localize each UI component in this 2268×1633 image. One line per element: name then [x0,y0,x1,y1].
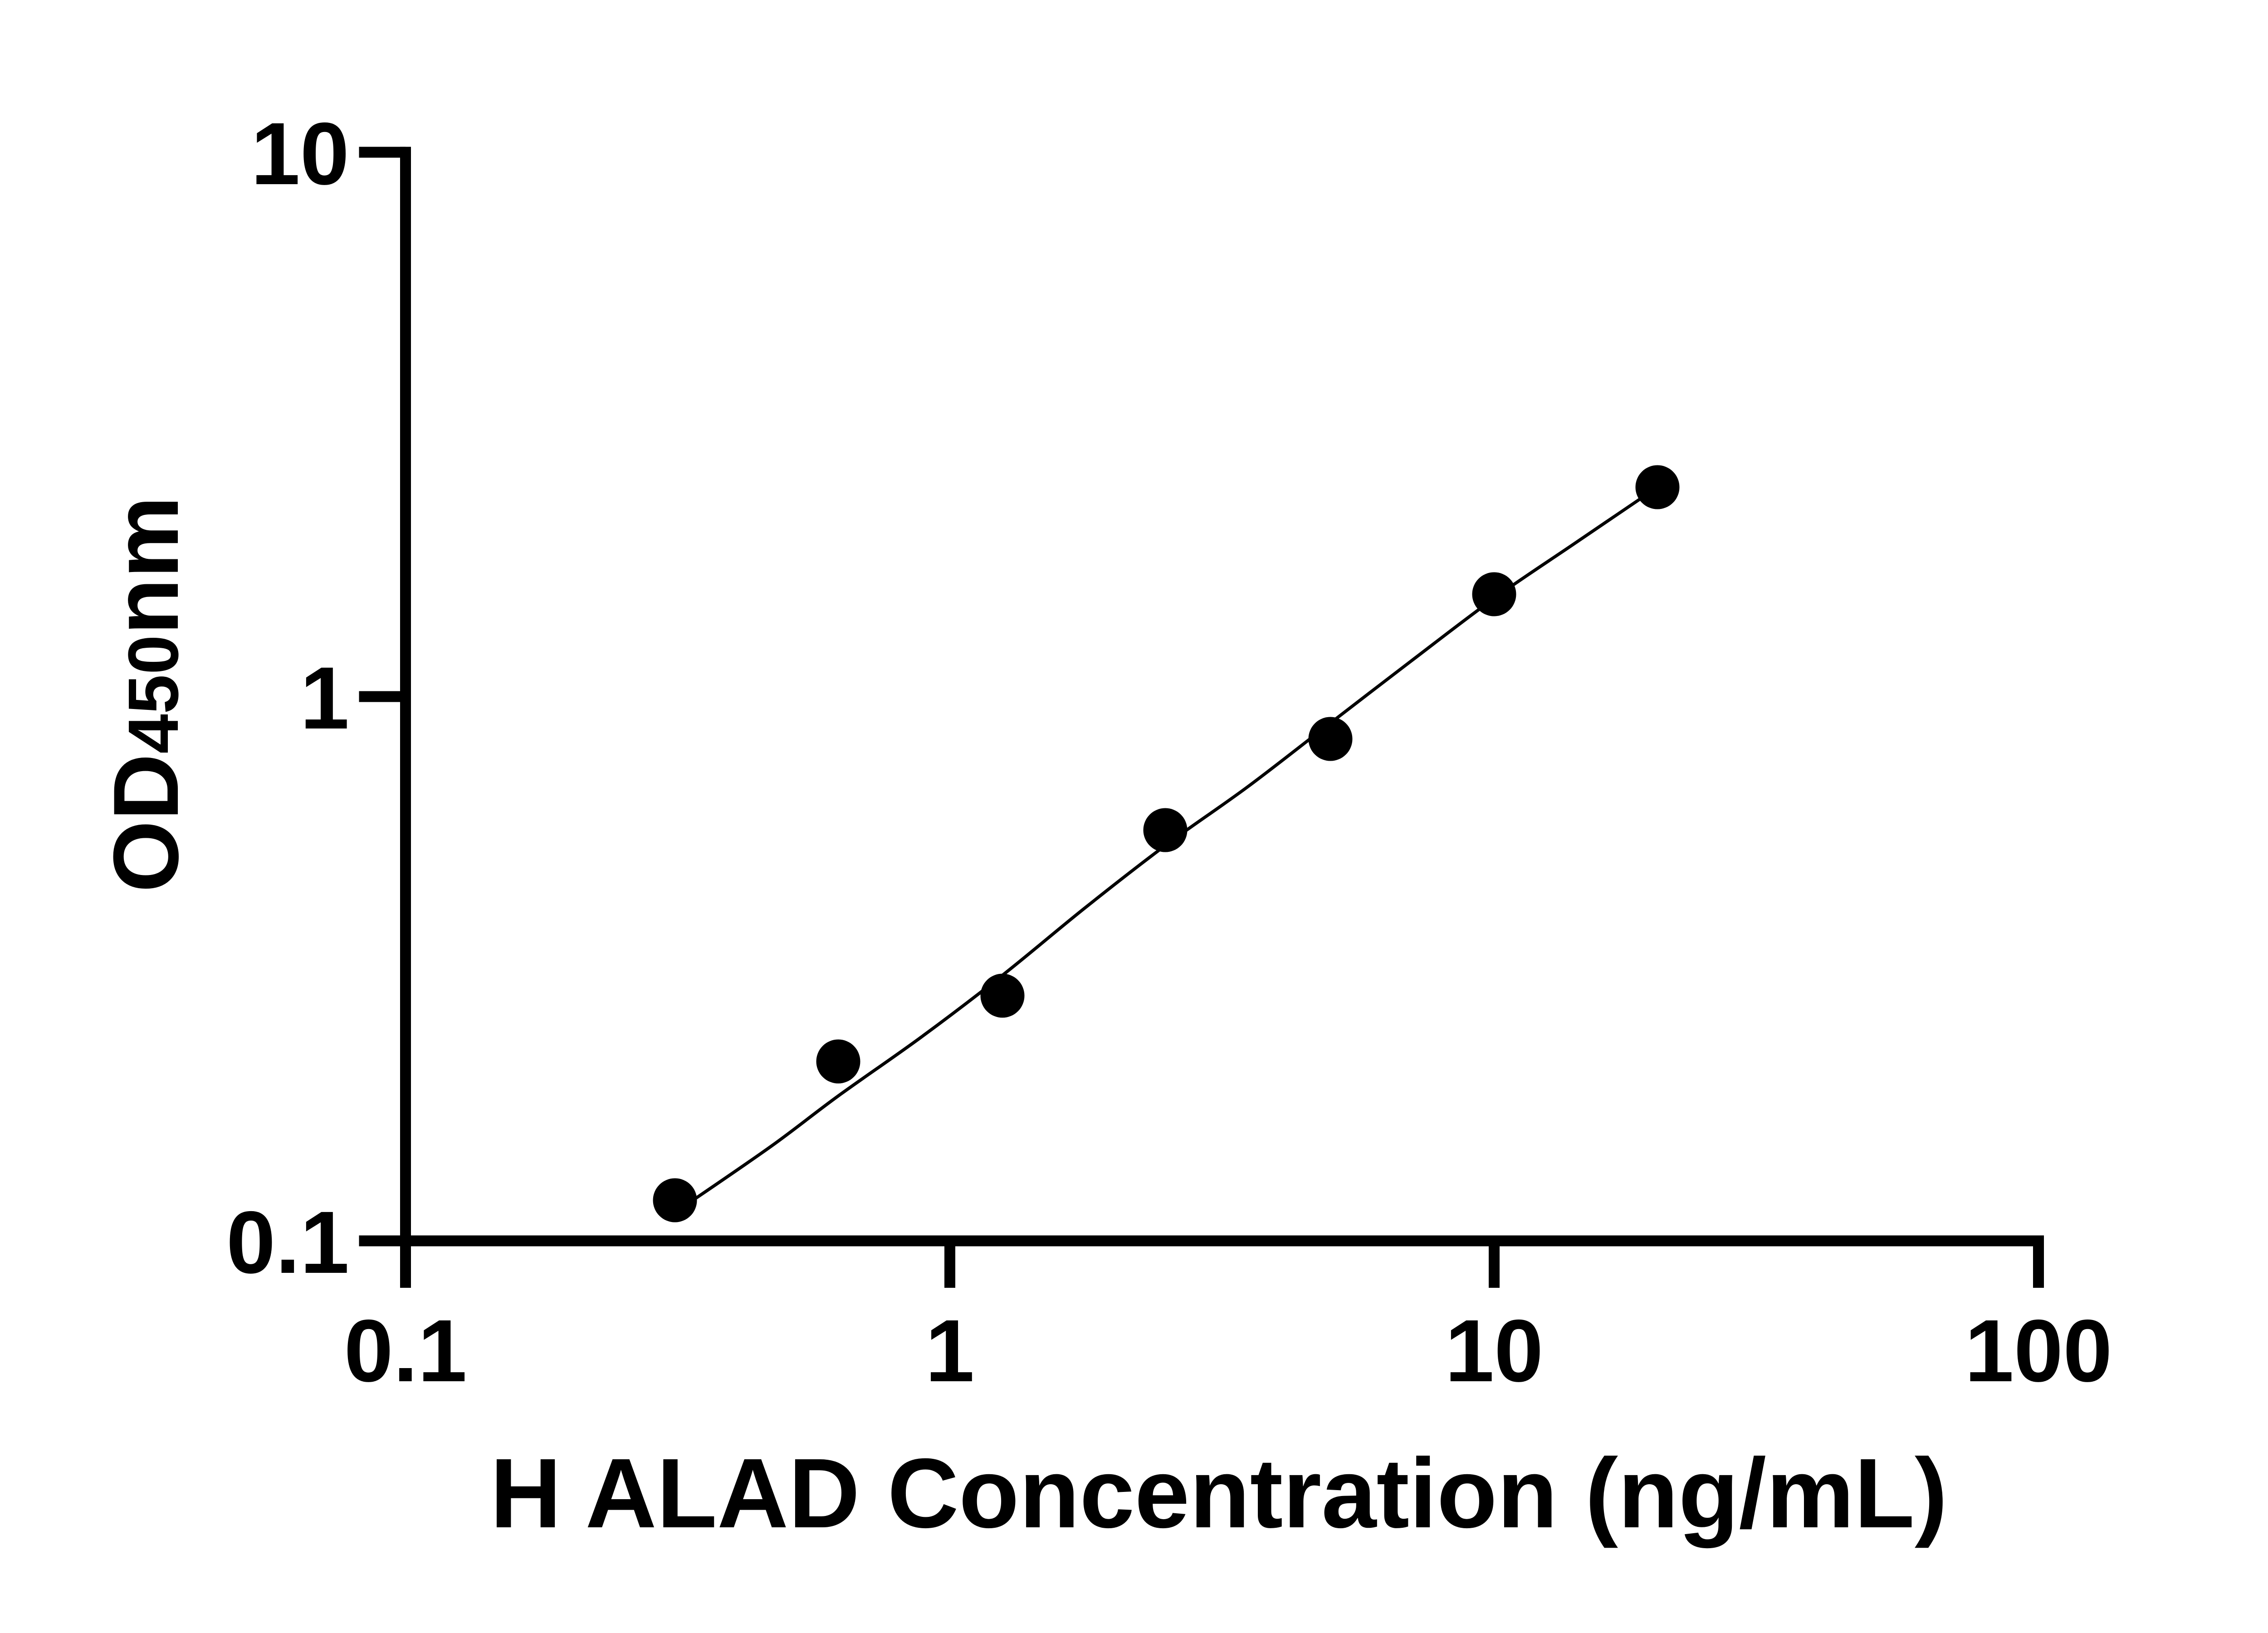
svg-text:10: 10 [251,104,349,203]
svg-text:OD450nm: OD450nm [94,496,198,893]
svg-text:1: 1 [925,1301,974,1400]
svg-text:0.1: 0.1 [344,1301,467,1400]
svg-text:100: 100 [1965,1301,2112,1400]
svg-text:H ALAD Concentration (ng/mL): H ALAD Concentration (ng/mL) [490,1438,1947,1549]
svg-text:10: 10 [1445,1301,1544,1400]
svg-text:1: 1 [300,649,349,748]
svg-text:0.1: 0.1 [226,1193,349,1292]
